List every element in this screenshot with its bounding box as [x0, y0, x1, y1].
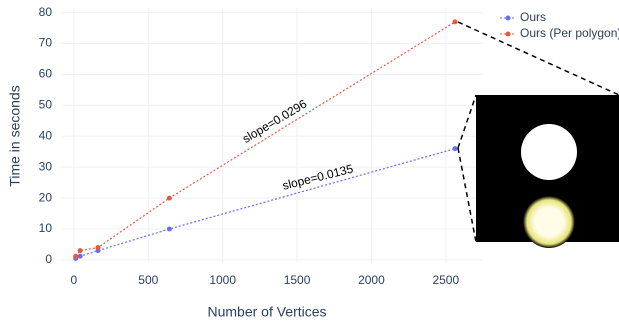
y-tick-label: 50 [39, 98, 53, 112]
x-tick-label: 1500 [284, 273, 311, 287]
data-point [167, 196, 172, 201]
inset [458, 22, 619, 248]
data-point [167, 227, 172, 232]
series-line [76, 149, 455, 259]
x-tick-label: 2500 [432, 273, 459, 287]
y-axis-title: Time in seconds [7, 85, 23, 186]
legend-label: Ours [520, 10, 546, 24]
x-tick-label: 0 [71, 273, 78, 287]
x-axis-title: Number of Vertices [207, 304, 326, 320]
sphere [521, 124, 577, 180]
x-tick-label: 500 [138, 273, 158, 287]
y-tick-label: 20 [39, 190, 53, 204]
y-tick-label: 10 [39, 221, 53, 235]
x-tick-label: 1000 [209, 273, 236, 287]
data-point [73, 254, 78, 259]
legend-marker [506, 16, 511, 21]
legend-label: Ours (Per polygon) [520, 26, 619, 40]
y-tick-label: 0 [45, 252, 52, 266]
data-point [96, 245, 101, 250]
y-tick-label: 80 [39, 5, 53, 19]
zoom-line [458, 148, 476, 242]
chart: Time in seconds Number of Vertices 0 10 20… [0, 0, 619, 325]
data-point [78, 254, 83, 259]
data-point [78, 248, 83, 253]
series-line [76, 22, 455, 256]
y-tick-label: 60 [39, 67, 53, 81]
y-tick-label: 30 [39, 159, 53, 173]
glow-sphere [523, 196, 575, 248]
zoom-line [458, 95, 476, 148]
data-point [453, 19, 458, 24]
annotation: slope=0.0135 [281, 162, 355, 193]
y-tick-label: 70 [39, 36, 53, 50]
annotation: slope=0.0296 [240, 96, 310, 145]
y-tick-label: 40 [39, 128, 53, 142]
data-point [453, 146, 458, 151]
x-tick-label: 2000 [358, 273, 385, 287]
legend-marker [506, 32, 511, 37]
